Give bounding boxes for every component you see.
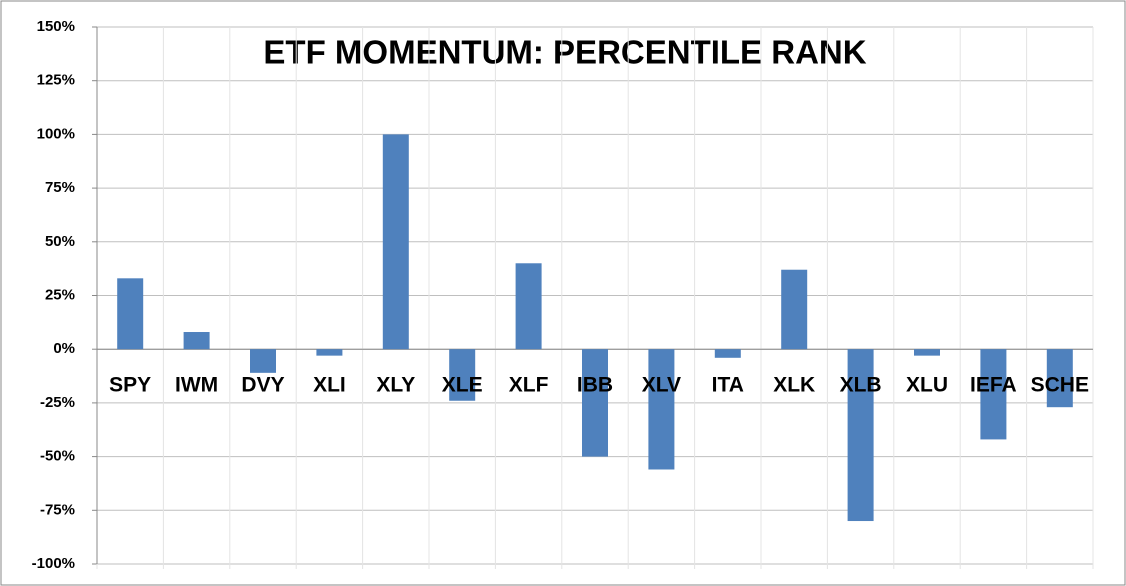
bar bbox=[250, 349, 276, 373]
y-tick-label: 100% bbox=[37, 125, 75, 142]
x-tick-label: XLI bbox=[313, 374, 346, 397]
bar bbox=[449, 349, 476, 401]
y-tick-label: 150% bbox=[37, 18, 75, 35]
bar bbox=[980, 349, 1007, 440]
x-tick-label: XLY bbox=[376, 374, 415, 397]
y-tick-label: -100% bbox=[32, 555, 75, 572]
x-tick-label: DVY bbox=[241, 374, 284, 397]
bar bbox=[316, 349, 343, 356]
x-tick-label: IEFA bbox=[970, 374, 1017, 397]
y-tick-label: -50% bbox=[40, 448, 75, 465]
bar bbox=[582, 349, 608, 457]
bar bbox=[515, 263, 542, 350]
x-tick-label: XLE bbox=[442, 374, 483, 397]
bar bbox=[847, 349, 874, 522]
y-tick-label: 0% bbox=[53, 340, 75, 357]
bar bbox=[382, 134, 409, 350]
x-tick-label: XLV bbox=[642, 374, 681, 397]
x-tick-label: IBB bbox=[577, 374, 613, 397]
chart-title: ETF MOMENTUM: PERCENTILE RANK bbox=[263, 34, 866, 71]
y-tick-label: -75% bbox=[40, 501, 75, 518]
x-tick-label: XLK bbox=[773, 374, 815, 397]
y-tick-label: 50% bbox=[45, 233, 75, 250]
bar bbox=[117, 278, 144, 350]
bar bbox=[781, 269, 808, 350]
x-tick-label: ITA bbox=[712, 374, 744, 397]
x-tick-label: XLB bbox=[840, 374, 882, 397]
x-tick-label: SPY bbox=[109, 374, 151, 397]
bar bbox=[714, 349, 741, 358]
y-tick-label: 125% bbox=[37, 72, 75, 89]
x-tick-label: XLU bbox=[906, 374, 948, 397]
y-tick-label: 25% bbox=[45, 286, 75, 303]
x-tick-label: IWM bbox=[175, 374, 218, 397]
x-tick-label: XLF bbox=[509, 374, 549, 397]
bar bbox=[914, 349, 940, 356]
bar bbox=[648, 349, 675, 470]
y-tick-label: -25% bbox=[40, 394, 75, 411]
bar bbox=[1046, 349, 1073, 408]
y-tick-label: 75% bbox=[45, 179, 75, 196]
bar bbox=[183, 332, 210, 350]
x-tick-label: SCHE bbox=[1031, 374, 1089, 397]
